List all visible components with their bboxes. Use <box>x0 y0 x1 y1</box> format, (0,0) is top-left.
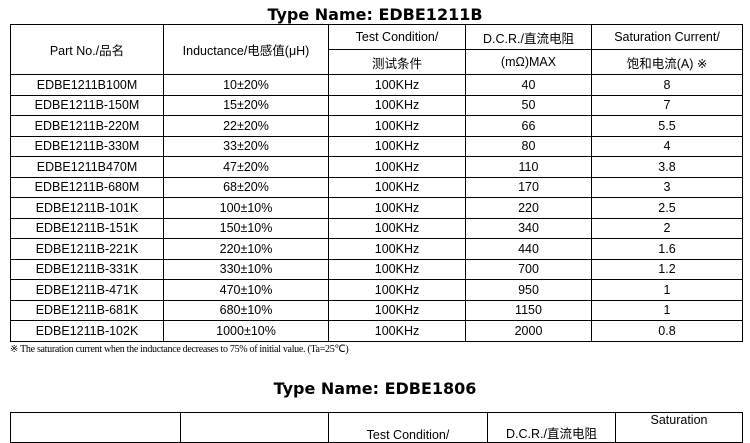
cell-dcr: 80 <box>465 135 592 157</box>
cell-inductance: 15±20% <box>163 94 329 116</box>
footnote: ※ The saturation current when the induct… <box>10 344 349 355</box>
cell-part-no: EDBE1211B-331K <box>10 258 164 280</box>
cell-part-no: EDBE1211B-681K <box>10 299 164 321</box>
table-row: EDBE1211B-330M 33±20% 100KHz 80 4 <box>10 135 743 157</box>
header-dcr-sub: (mΩ)MAX <box>465 49 592 75</box>
cell-part-no: EDBE1211B-151K <box>10 217 164 239</box>
cell-saturation: 4 <box>591 135 743 157</box>
table2-title: Type Name: EDBE1806 <box>273 379 477 398</box>
table-row: EDBE1211B-681K 680±10% 100KHz 1150 1 <box>10 299 743 321</box>
cell-dcr: 170 <box>465 176 592 198</box>
table-row: EDBE1211B-151K 150±10% 100KHz 340 2 <box>10 217 743 239</box>
cell-part-no: EDBE1211B-220M <box>10 115 164 137</box>
cell-part-no: EDBE1211B-221K <box>10 238 164 260</box>
table-row: EDBE1211B-471K 470±10% 100KHz 950 1 <box>10 279 743 301</box>
cell-dcr: 66 <box>465 115 592 137</box>
table-row: EDBE1211B-680M 68±20% 100KHz 170 3 <box>10 176 743 198</box>
cell-inductance: 220±10% <box>163 238 329 260</box>
header-test-condition-sub: 测试条件 <box>328 49 466 75</box>
header-saturation: Saturation <box>615 412 743 443</box>
cell-dcr: 440 <box>465 238 592 260</box>
header-saturation: Saturation Current/ <box>591 24 743 50</box>
table-row: EDBE1211B-150M 15±20% 100KHz 50 7 <box>10 94 743 116</box>
cell-saturation: 1 <box>591 299 743 321</box>
cell-dcr: 50 <box>465 94 592 116</box>
cell-test-condition: 100KHz <box>328 94 466 116</box>
table-row: EDBE1211B-221K 220±10% 100KHz 440 1.6 <box>10 238 743 260</box>
cell-test-condition: 100KHz <box>328 279 466 301</box>
header-inductance <box>180 412 329 443</box>
header-dcr: D.C.R./直流电阻 <box>487 412 616 443</box>
cell-dcr: 950 <box>465 279 592 301</box>
header-part-no <box>10 412 181 443</box>
cell-inductance: 1000±10% <box>163 320 329 342</box>
cell-inductance: 100±10% <box>163 197 329 219</box>
spec-table-edbe1211b: Part No./品名 Inductance/电感值(μH) Test Condit… <box>10 24 743 342</box>
cell-saturation: 7 <box>591 94 743 116</box>
table-row: EDBE1211B-331K 330±10% 100KHz 700 1.2 <box>10 258 743 280</box>
cell-inductance: 330±10% <box>163 258 329 280</box>
cell-inductance: 680±10% <box>163 299 329 321</box>
cell-test-condition: 100KHz <box>328 238 466 260</box>
cell-inductance: 150±10% <box>163 217 329 239</box>
cell-part-no: EDBE1211B-680M <box>10 176 164 198</box>
header-test-condition: Test Condition/ <box>328 412 488 443</box>
table-row: EDBE1211B470M 47±20% 100KHz 110 3.8 <box>10 156 743 178</box>
cell-saturation: 3 <box>591 176 743 198</box>
cell-test-condition: 100KHz <box>328 74 466 96</box>
cell-saturation: 1.6 <box>591 238 743 260</box>
cell-test-condition: 100KHz <box>328 176 466 198</box>
cell-saturation: 2 <box>591 217 743 239</box>
cell-part-no: EDBE1211B-150M <box>10 94 164 116</box>
header-inductance: Inductance/电感值(μH) <box>163 24 329 75</box>
cell-dcr: 700 <box>465 258 592 280</box>
cell-saturation: 8 <box>591 74 743 96</box>
cell-part-no: EDBE1211B-101K <box>10 197 164 219</box>
cell-dcr: 110 <box>465 156 592 178</box>
cell-test-condition: 100KHz <box>328 197 466 219</box>
header-test-condition: Test Condition/ <box>328 24 466 50</box>
cell-part-no: EDBE1211B100M <box>10 74 164 96</box>
cell-inductance: 47±20% <box>163 156 329 178</box>
table-row: EDBE1211B-102K 1000±10% 100KHz 2000 0.8 <box>10 320 743 342</box>
table-row: EDBE1211B100M 10±20% 100KHz 40 8 <box>10 74 743 96</box>
spec-table-edbe1806: Test Condition/ D.C.R./直流电阻 Saturation <box>10 412 743 443</box>
cell-saturation: 0.8 <box>591 320 743 342</box>
table1-title: Type Name: EDBE1211B <box>267 5 483 24</box>
cell-saturation: 1.2 <box>591 258 743 280</box>
cell-inductance: 10±20% <box>163 74 329 96</box>
cell-saturation: 5.5 <box>591 115 743 137</box>
cell-test-condition: 100KHz <box>328 320 466 342</box>
cell-part-no: EDBE1211B470M <box>10 156 164 178</box>
header-saturation-sub: 饱和电流(A) ※ <box>591 49 743 75</box>
header-dcr: D.C.R./直流电阻 <box>465 24 592 50</box>
cell-test-condition: 100KHz <box>328 258 466 280</box>
cell-saturation: 1 <box>591 279 743 301</box>
cell-dcr: 340 <box>465 217 592 239</box>
cell-dcr: 2000 <box>465 320 592 342</box>
cell-inductance: 33±20% <box>163 135 329 157</box>
cell-test-condition: 100KHz <box>328 115 466 137</box>
cell-test-condition: 100KHz <box>328 135 466 157</box>
cell-dcr: 1150 <box>465 299 592 321</box>
table-row: EDBE1211B-220M 22±20% 100KHz 66 5.5 <box>10 115 743 137</box>
cell-test-condition: 100KHz <box>328 156 466 178</box>
header-part-no: Part No./品名 <box>10 24 164 75</box>
cell-part-no: EDBE1211B-471K <box>10 279 164 301</box>
cell-test-condition: 100KHz <box>328 299 466 321</box>
cell-inductance: 470±10% <box>163 279 329 301</box>
cell-test-condition: 100KHz <box>328 217 466 239</box>
cell-saturation: 2.5 <box>591 197 743 219</box>
cell-inductance: 22±20% <box>163 115 329 137</box>
table-row: EDBE1211B-101K 100±10% 100KHz 220 2.5 <box>10 197 743 219</box>
cell-dcr: 40 <box>465 74 592 96</box>
cell-dcr: 220 <box>465 197 592 219</box>
cell-inductance: 68±20% <box>163 176 329 198</box>
cell-saturation: 3.8 <box>591 156 743 178</box>
cell-part-no: EDBE1211B-330M <box>10 135 164 157</box>
cell-part-no: EDBE1211B-102K <box>10 320 164 342</box>
